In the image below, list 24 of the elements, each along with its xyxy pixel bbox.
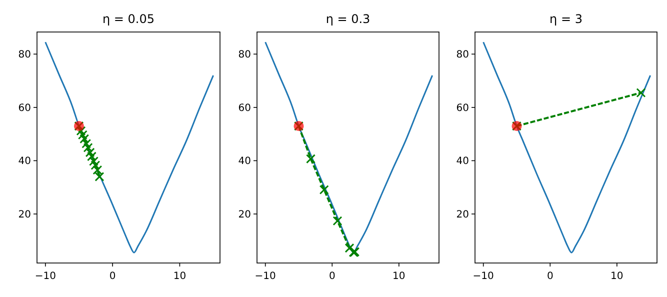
x-tick-label: −10: [472, 271, 494, 282]
chart-title: η = 0.05: [102, 12, 155, 26]
y-tick-label: 20: [18, 209, 31, 220]
y-tick-label: 60: [18, 102, 31, 114]
y-tick-label: 40: [18, 156, 31, 168]
y-tick-label: 80: [238, 50, 251, 61]
x-tick-label: 0: [109, 271, 116, 282]
y-tick-label: 60: [456, 102, 469, 114]
chart-title: η = 3: [550, 12, 582, 26]
y-tick-label: 40: [456, 156, 469, 168]
y-tick-label: 20: [456, 209, 469, 220]
x-tick-label: 10: [173, 271, 186, 282]
chart-title: η = 0.3: [326, 12, 370, 26]
x-tick-label: −10: [34, 271, 56, 282]
x-tick-label: 10: [392, 271, 406, 282]
x-tick-label: 0: [546, 271, 554, 282]
y-tick-label: 80: [18, 50, 31, 61]
y-tick-label: 60: [238, 102, 251, 114]
x-tick-label: 10: [610, 271, 624, 282]
x-tick-label: 0: [328, 271, 336, 282]
y-tick-label: 40: [238, 156, 251, 168]
x-tick-label: −10: [254, 271, 276, 282]
y-tick-label: 80: [456, 50, 469, 61]
y-tick-label: 20: [238, 209, 251, 220]
